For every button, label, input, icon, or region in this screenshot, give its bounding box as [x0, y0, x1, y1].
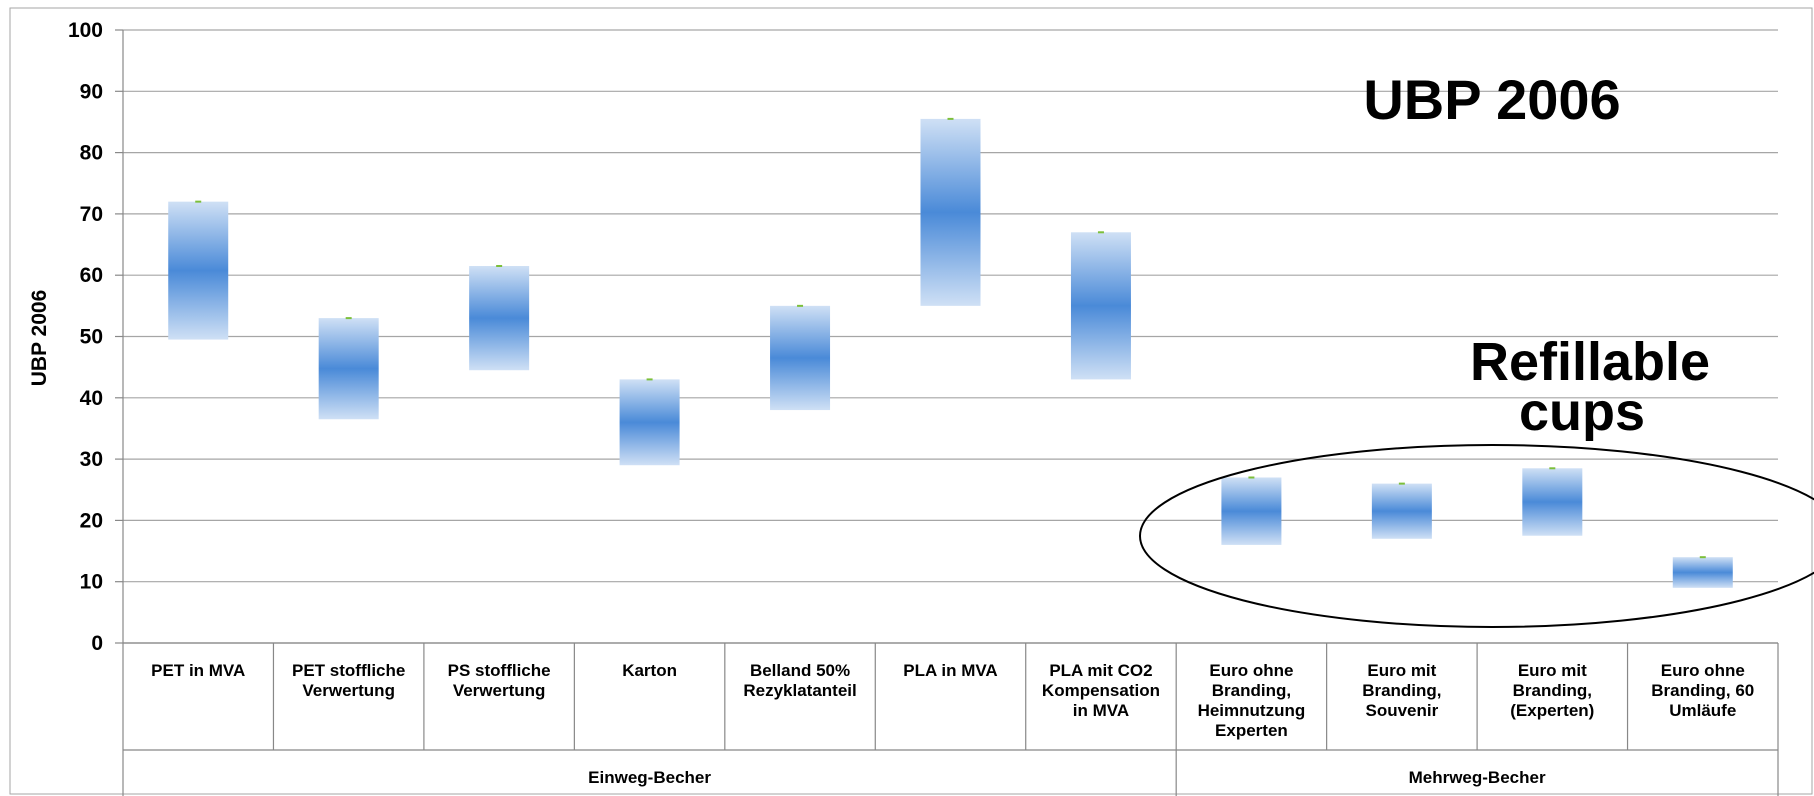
- y-axis-title: UBP 2006: [28, 290, 51, 387]
- range-bars: [168, 117, 1733, 588]
- y-tick-label: 30: [80, 448, 103, 471]
- range-bar: [168, 201, 229, 340]
- y-tick-label: 50: [80, 326, 103, 349]
- x-tick-label: Euro mit Branding, Souvenir: [1362, 661, 1441, 720]
- range-bar: [1371, 483, 1432, 539]
- range-bar: [469, 266, 530, 371]
- range-bar: [920, 118, 981, 306]
- y-tick-label: 90: [80, 80, 103, 103]
- chart-title: UBP 2006: [1363, 68, 1620, 131]
- x-tick-label: Euro ohne Branding, Heimnutzung Experten: [1198, 661, 1306, 740]
- x-tick-label: Euro ohne Branding, 60 Umläufe: [1651, 661, 1754, 720]
- x-tick-label: PLA in MVA: [903, 661, 997, 680]
- x-tick-label: PET stoffliche Verwertung: [292, 661, 405, 700]
- y-tick-label: 100: [68, 19, 103, 42]
- y-tick-label: 20: [80, 509, 103, 532]
- range-bar: [1221, 477, 1282, 545]
- group-label: Einweg-Becher: [588, 768, 711, 787]
- range-bar: [770, 305, 831, 411]
- category-labels: PET in MVA PET stoffliche Verwertung PS sto…: [151, 661, 1754, 740]
- range-bar: [1672, 557, 1733, 588]
- y-tick-label: 80: [80, 142, 103, 165]
- refillable-ellipse: [1139, 444, 1814, 628]
- x-tick-label: PET in MVA: [151, 661, 245, 680]
- refillable-cups-label: Refillable cups: [1470, 332, 1710, 442]
- range-bar: [318, 318, 379, 420]
- y-tick-label: 70: [80, 203, 103, 226]
- chart-frame: [9, 7, 1813, 795]
- x-tick-label: Karton: [622, 661, 677, 680]
- y-tick-label: 60: [80, 264, 103, 287]
- range-bar: [1070, 232, 1131, 380]
- x-tick-label: PLA mit CO2 Kompensation in MVA: [1042, 661, 1160, 720]
- y-tick-label: 40: [80, 387, 103, 410]
- refillable-annotation: Refillable cups: [1470, 332, 1710, 442]
- x-tick-label: PS stoffliche Verwertung: [448, 661, 551, 700]
- y-tick-label: 10: [80, 571, 103, 594]
- x-tick-label: Belland 50% Rezyklatanteil: [743, 661, 856, 700]
- x-tick-label: Euro mit Branding, (Experten): [1510, 661, 1594, 720]
- range-bar: [619, 379, 680, 466]
- axes: Einweg-Becher Mehrweg-Becher: [122, 30, 1779, 796]
- range-bar: [1522, 468, 1583, 536]
- y-tick-label: 0: [91, 632, 103, 655]
- group-label: Mehrweg-Becher: [1409, 768, 1546, 787]
